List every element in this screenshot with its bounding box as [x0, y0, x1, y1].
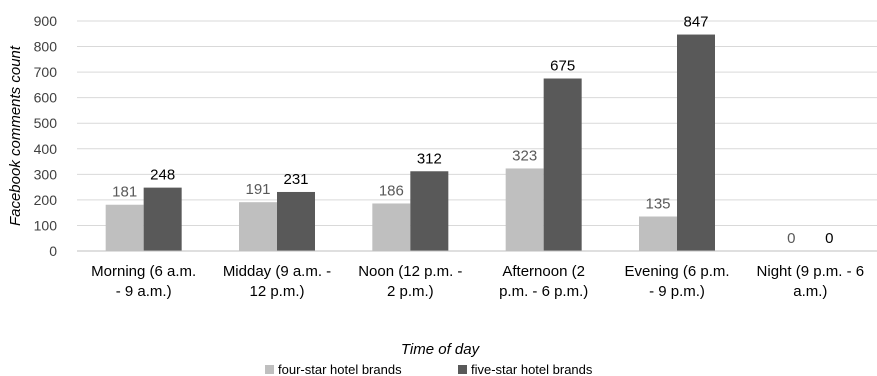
data-label: 231 [283, 171, 308, 188]
data-label: 248 [150, 167, 175, 184]
y-tick-label: 200 [34, 192, 58, 208]
x-tick-label: Afternoon (2 [502, 263, 585, 280]
x-tick-label: - 9 a.m.) [116, 283, 172, 300]
y-tick-label: 500 [34, 115, 58, 131]
data-label: 135 [645, 196, 670, 213]
x-category-labels: Morning (6 a.m. - 9 a.m.) Midday (9 a.m. -… [91, 263, 864, 300]
bar [105, 204, 144, 251]
x-tick-label: 12 p.m.) [249, 283, 304, 300]
bar [372, 203, 411, 251]
bar [505, 168, 544, 251]
x-tick-label: a.m.) [793, 283, 827, 300]
data-label: 191 [245, 181, 270, 198]
bar [277, 191, 315, 251]
legend-swatch [458, 365, 467, 374]
y-tick-label: 400 [34, 141, 58, 157]
bar [239, 202, 277, 251]
data-label: 675 [550, 58, 575, 75]
data-label: 323 [512, 147, 537, 164]
x-tick-label: Morning (6 a.m. [91, 263, 196, 280]
data-label: 847 [683, 14, 708, 31]
x-axis-title: Time of day [401, 341, 481, 358]
legend-swatch [265, 365, 274, 374]
legend-label: four-star hotel brands [278, 362, 402, 376]
y-tick-labels: 0 100 200 300 400 500 600 700 800 900 [34, 13, 58, 259]
y-tick-label: 900 [34, 13, 58, 29]
y-tick-label: 0 [49, 243, 57, 259]
legend: four-star hotel brands five-star hotel br… [265, 362, 593, 376]
bar [677, 34, 715, 251]
x-tick-label: Midday (9 a.m. - [223, 263, 331, 280]
bar [639, 216, 677, 251]
gridlines [77, 20, 877, 226]
x-tick-label: p.m. - 6 p.m.) [499, 283, 588, 300]
y-axis-title: Facebook comments count [7, 45, 24, 226]
data-label: 0 [787, 230, 795, 247]
x-tick-label: Evening (6 p.m. [624, 263, 729, 280]
data-label: 186 [379, 182, 404, 199]
x-tick-label: 2 p.m.) [387, 283, 434, 300]
legend-label: five-star hotel brands [471, 362, 593, 376]
data-label: 181 [112, 184, 137, 201]
data-label: 312 [417, 150, 442, 167]
y-tick-label: 600 [34, 90, 58, 106]
bar [543, 78, 582, 251]
y-tick-label: 800 [34, 39, 58, 55]
y-tick-label: 300 [34, 166, 58, 182]
x-tick-label: - 9 p.m.) [649, 283, 705, 300]
bar [143, 187, 182, 251]
x-tick-label: Noon (12 p.m. - [358, 263, 462, 280]
x-tick-label: Night (9 p.m. - 6 [757, 263, 865, 280]
y-tick-label: 100 [34, 217, 58, 233]
y-tick-label: 700 [34, 64, 58, 80]
bar [410, 171, 449, 251]
data-labels: 181 248 191 231 186 312 323 675 135 847 0 0 [112, 14, 833, 247]
data-label: 0 [825, 230, 833, 247]
bars [105, 34, 715, 251]
